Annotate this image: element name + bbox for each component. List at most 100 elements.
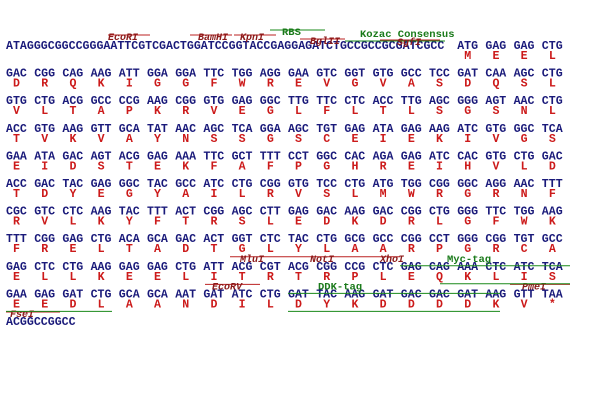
codon: AGC — [232, 206, 253, 219]
codon: GAC — [373, 206, 394, 219]
codon: CTG — [344, 178, 365, 191]
amino-acid: G — [323, 160, 330, 173]
codon: CTG — [514, 150, 535, 163]
amino-acid: E — [13, 271, 20, 284]
codon: GCC — [542, 233, 563, 246]
amino-acid: D — [210, 298, 217, 311]
amino-acid: L — [267, 298, 274, 311]
codon: AAA — [175, 150, 196, 163]
amino-acid: S — [239, 216, 246, 229]
codon: AAG — [147, 95, 168, 108]
amino-acid: G — [464, 216, 471, 229]
amino-acid: P — [436, 243, 443, 256]
codon: TTC — [316, 95, 337, 108]
enzyme-label: EcoRV — [212, 282, 243, 293]
amino-acid: K — [351, 216, 358, 229]
codon: AGT — [91, 150, 112, 163]
codon: TGT — [514, 233, 535, 246]
codon: ATG — [457, 40, 478, 53]
amino-acid: I — [41, 160, 48, 173]
codon: AGT — [485, 95, 506, 108]
amino-acid: L — [549, 78, 556, 91]
codon: TGG — [514, 206, 535, 219]
amino-acid: R — [267, 271, 274, 284]
codon: CGG — [34, 68, 55, 81]
codon: AAC — [514, 178, 535, 191]
amino-acid: S — [436, 105, 443, 118]
codon: GAG — [6, 261, 27, 274]
amino-acid: F — [210, 160, 217, 173]
codon: GGT — [344, 68, 365, 81]
codon: GTC — [316, 68, 337, 81]
codon: CGG — [175, 95, 196, 108]
codon: GGC — [260, 95, 281, 108]
codon: TTT — [542, 178, 563, 191]
amino-acid: R — [436, 188, 443, 201]
codon: CTG — [91, 288, 112, 301]
codon: CTG — [542, 68, 563, 81]
amino-acid: Y — [69, 188, 76, 201]
codon: GAG — [288, 206, 309, 219]
codon: CTC — [260, 233, 281, 246]
codon: GAT — [62, 288, 83, 301]
amino-acid: S — [98, 160, 105, 173]
amino-acid: A — [182, 188, 189, 201]
amino-acid: N — [182, 133, 189, 146]
codon: ACG — [288, 261, 309, 274]
amino-acid: R — [182, 105, 189, 118]
codon: AAG — [542, 206, 563, 219]
amino-acid: R — [492, 188, 499, 201]
codon: GTG — [6, 95, 27, 108]
codon: GAC — [6, 68, 27, 81]
codon: GGC — [119, 178, 140, 191]
amino-acid: V — [380, 78, 387, 91]
codon: GTG — [34, 123, 55, 136]
amino-acid: H — [351, 160, 358, 173]
amino-acid: F — [154, 216, 161, 229]
amino-acid: G — [267, 133, 274, 146]
amino-acid: I — [436, 160, 443, 173]
codon: ACC — [6, 178, 27, 191]
amino-acid: S — [492, 105, 499, 118]
amino-acid: L — [351, 105, 358, 118]
amino-acid: D — [380, 298, 387, 311]
codon: CTG — [91, 233, 112, 246]
codon: GAG — [147, 150, 168, 163]
amino-acid: T — [126, 243, 133, 256]
codon: CGG — [485, 233, 506, 246]
codon: GAG — [232, 95, 253, 108]
amino-acid: T — [295, 271, 302, 284]
amino-acid: L — [267, 243, 274, 256]
codon: ATA — [34, 150, 55, 163]
enzyme-label: MluI — [239, 254, 264, 266]
amino-acid: I — [521, 271, 528, 284]
codon: TAT — [147, 123, 168, 136]
codon: TTT — [260, 150, 281, 163]
codon: CGG — [401, 206, 422, 219]
amino-acid: M — [380, 188, 387, 201]
amino-acid: R — [380, 160, 387, 173]
amino-acid: I — [210, 271, 217, 284]
enzyme-label: KpnI — [240, 33, 264, 44]
amino-acid: G — [267, 105, 274, 118]
amino-acid: P — [351, 271, 358, 284]
amino-acid: D — [464, 78, 471, 91]
codon: ATA — [373, 123, 394, 136]
codon: GAG — [147, 261, 168, 274]
codon: GAC — [401, 288, 422, 301]
amino-acid: L — [380, 271, 387, 284]
codon: GCC — [175, 178, 196, 191]
amino-acid: F — [549, 188, 556, 201]
codon: ACA — [119, 233, 140, 246]
codon: CGG — [203, 206, 224, 219]
amino-acid: E — [408, 160, 415, 173]
amino-acid: L — [182, 271, 189, 284]
amino-acid: G — [464, 105, 471, 118]
codon: TTC — [203, 68, 224, 81]
codon: GCA — [147, 233, 168, 246]
amino-acid: W — [239, 78, 246, 91]
amino-acid: K — [351, 298, 358, 311]
amino-acid: P — [126, 105, 133, 118]
dna-sequence: ATAGGGCGGCCGGGAATTCGTCGACTGGATCCGGTACCGA… — [6, 40, 444, 53]
enzyme-label: BamHI — [198, 33, 228, 44]
